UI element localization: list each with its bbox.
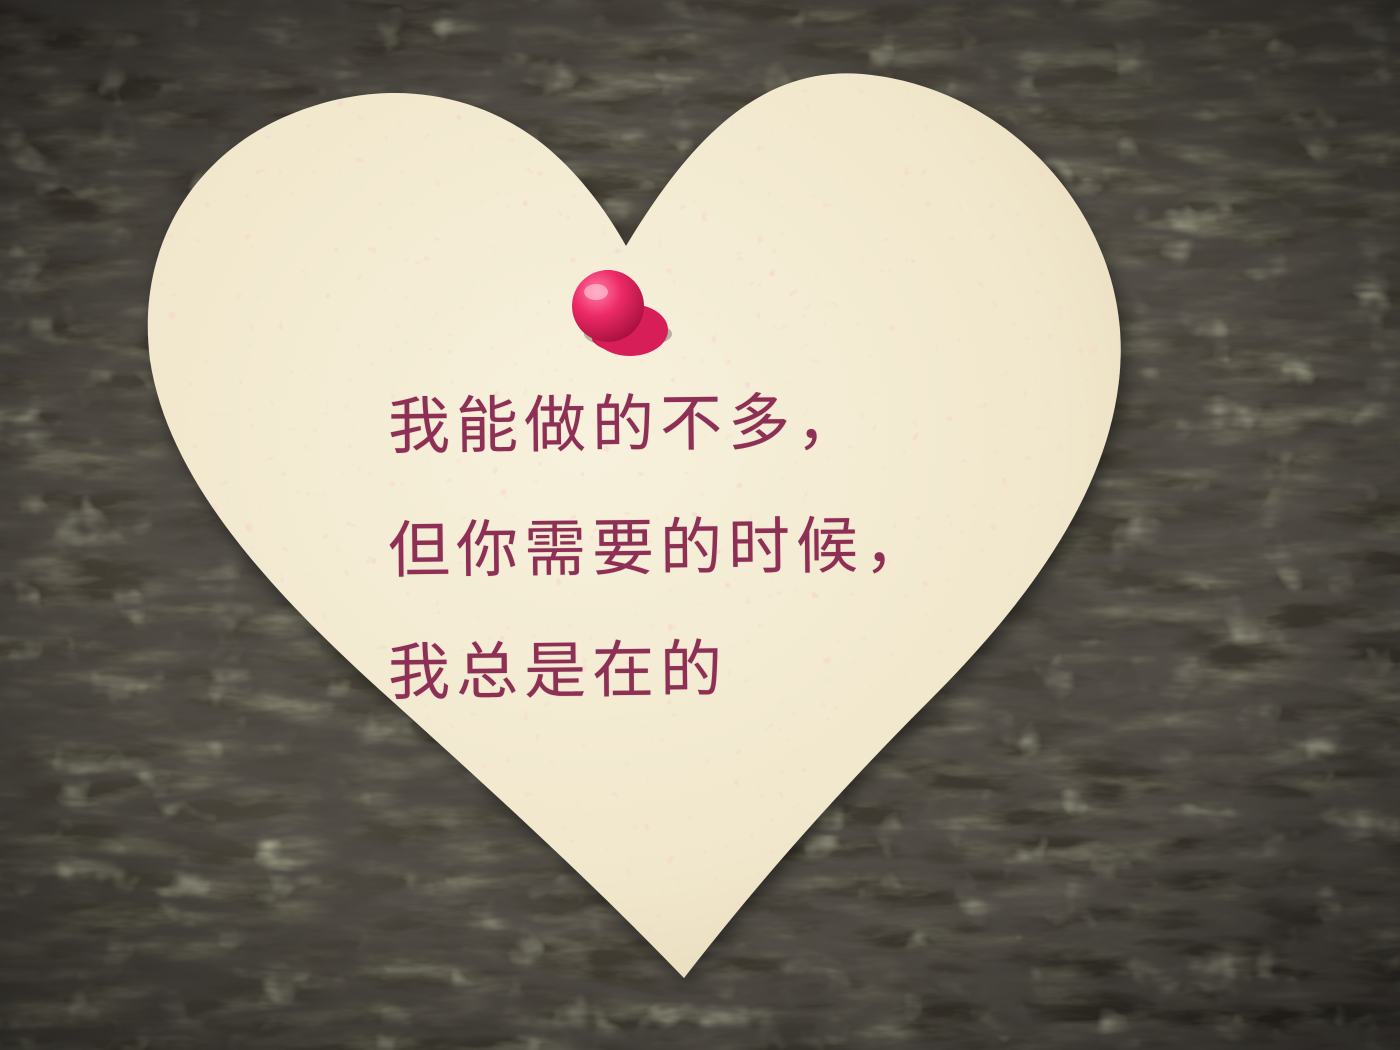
note-text-line-2: 但你需要的时候， bbox=[387, 508, 933, 587]
note-text-line-3: 我总是在的 bbox=[387, 632, 729, 709]
push-pin-icon bbox=[572, 270, 672, 356]
note-text-line-1: 我能做的不多， bbox=[387, 385, 865, 463]
